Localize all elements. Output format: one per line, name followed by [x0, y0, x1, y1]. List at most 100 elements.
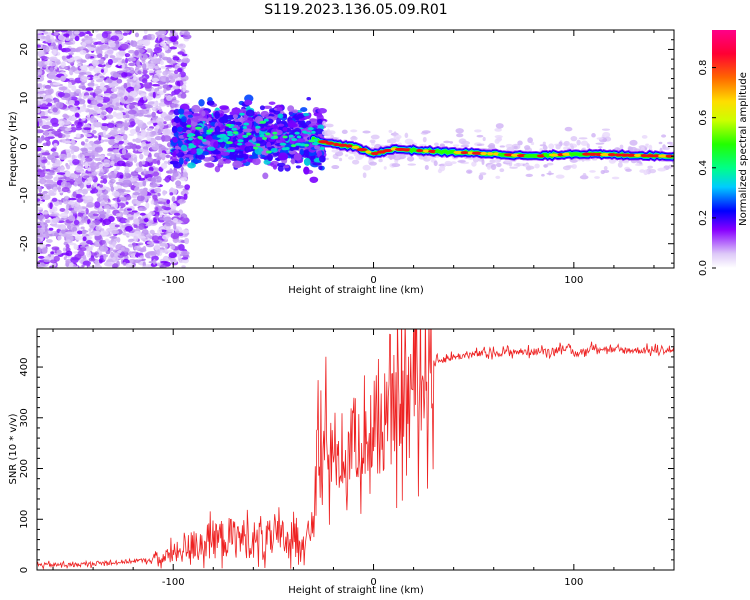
noise-speckle — [88, 257, 96, 262]
noise-speckle — [123, 82, 128, 89]
noise-speckle — [77, 63, 82, 67]
noise-speckle — [104, 164, 111, 168]
noise-speckle — [49, 56, 58, 62]
noise-speckle — [93, 153, 101, 157]
noise-speckle — [78, 72, 87, 75]
noise-speckle — [103, 92, 112, 98]
noise-speckle — [98, 172, 105, 177]
ridge-peak — [665, 154, 674, 158]
ridge-peak — [223, 136, 230, 140]
noise-speckle — [143, 149, 150, 156]
spectrogram-y-tick-label: -10 — [19, 187, 30, 203]
noise-speckle — [77, 250, 85, 257]
signal-speckle — [276, 117, 282, 125]
noise-speckle — [45, 121, 52, 126]
signal-speckle — [183, 132, 188, 139]
ridge-peak — [548, 153, 560, 157]
signal-speckle — [317, 118, 323, 124]
noise-speckle — [100, 202, 106, 207]
noise-speckle — [135, 119, 144, 125]
signal-speckle — [304, 115, 311, 120]
noise-speckle — [41, 124, 51, 130]
ridge-peak — [428, 149, 437, 153]
ridge-layer — [186, 112, 674, 162]
noise-speckle — [167, 228, 175, 233]
noise-speckle — [100, 104, 110, 108]
ridge-peak — [187, 133, 193, 137]
noise-speckle — [119, 174, 124, 179]
signal-speckle — [262, 172, 269, 180]
signal-speckle — [193, 159, 202, 164]
ridge-peak — [311, 142, 319, 146]
ridge-peak — [416, 148, 423, 153]
noise-speckle — [143, 82, 153, 89]
ridge-peak — [471, 151, 483, 155]
noise-speckle — [133, 235, 139, 242]
noise-speckle — [79, 65, 86, 70]
halo-speckle — [580, 140, 589, 146]
halo-speckle — [369, 139, 376, 144]
noise-speckle — [122, 179, 132, 185]
snr-y-tick-label: 300 — [19, 408, 30, 427]
noise-speckle — [160, 98, 165, 103]
ridge-peak — [217, 139, 224, 143]
halo-speckle — [460, 144, 470, 148]
noise-speckle — [145, 105, 153, 109]
noise-speckle — [113, 192, 120, 197]
signal-speckle — [312, 162, 322, 166]
halo-speckle — [388, 129, 393, 133]
noise-speckle — [128, 49, 135, 54]
ridge-peak — [370, 151, 379, 156]
noise-speckle — [83, 95, 92, 99]
noise-speckle — [105, 114, 114, 120]
signal-speckle — [266, 141, 272, 149]
halo-speckle — [433, 142, 439, 147]
noise-speckle — [57, 235, 62, 241]
noise-speckle — [67, 201, 76, 205]
noise-speckle — [92, 213, 99, 217]
noise-speckle — [37, 100, 42, 107]
noise-speckle — [112, 71, 120, 79]
noise-speckle — [164, 99, 173, 105]
noise-speckle — [109, 129, 119, 136]
halo-speckle — [362, 172, 367, 179]
noise-speckle — [161, 234, 169, 240]
noise-speckle — [128, 133, 135, 137]
noise-speckle — [44, 110, 49, 116]
spectrogram-y-axis-label: Frequency (Hz) — [8, 111, 19, 187]
signal-speckle — [314, 145, 321, 150]
noise-speckle — [178, 232, 184, 237]
signal-speckle — [272, 152, 279, 157]
halo-speckle — [582, 172, 587, 177]
noise-speckle — [172, 100, 180, 104]
noise-speckle — [51, 122, 59, 127]
noise-speckle — [73, 219, 80, 226]
noise-speckle — [48, 62, 57, 67]
noise-speckle — [70, 149, 75, 155]
signal-speckle — [297, 138, 306, 143]
noise-speckle — [169, 168, 173, 175]
signal-speckle — [177, 126, 183, 132]
noise-speckle — [125, 57, 129, 64]
noise-speckle — [126, 213, 132, 218]
noise-speckle — [156, 249, 160, 256]
noise-speckle — [172, 73, 180, 77]
noise-speckle — [116, 86, 124, 90]
noise-speckle — [46, 38, 52, 44]
halo-speckle — [534, 163, 540, 169]
noise-speckle — [90, 224, 94, 229]
noise-speckle — [42, 194, 51, 201]
noise-speckle — [130, 171, 139, 177]
noise-speckle — [57, 91, 65, 98]
ridge-peak — [294, 131, 300, 135]
noise-speckle — [68, 153, 72, 158]
noise-speckle — [137, 90, 144, 94]
halo-speckle — [627, 146, 634, 152]
snr-y-axis-label: SNR (10 * v/v) — [8, 413, 19, 484]
halo-speckle — [597, 146, 603, 149]
noise-speckle — [82, 117, 86, 121]
noise-speckle — [134, 49, 139, 56]
noise-speckle — [72, 158, 80, 166]
signal-speckle — [198, 99, 205, 107]
noise-speckle — [69, 38, 74, 42]
